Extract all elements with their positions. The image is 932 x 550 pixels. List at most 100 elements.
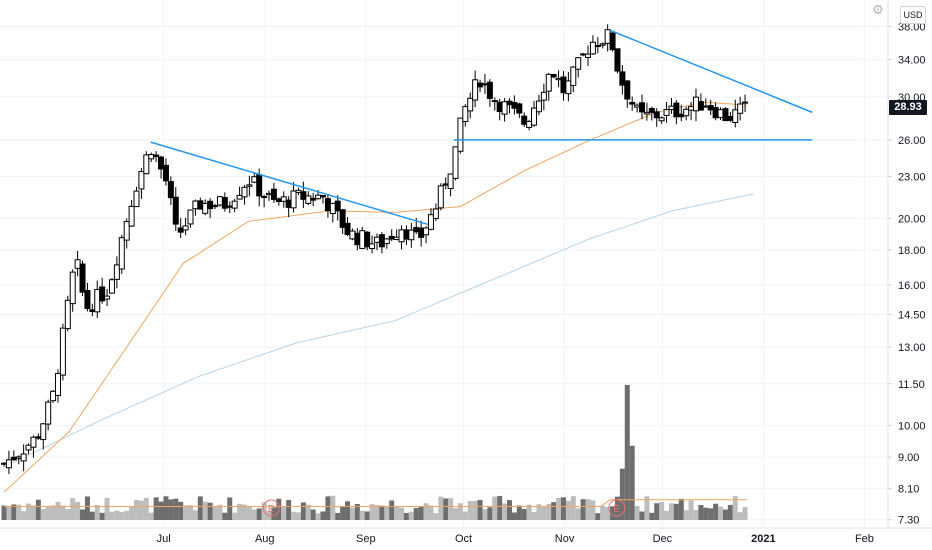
candle: [423, 227, 430, 236]
earnings-marker[interactable]: [608, 499, 626, 517]
volume-bar: [389, 500, 395, 520]
candle: [305, 195, 312, 204]
candle: [697, 101, 704, 111]
currency-badge[interactable]: USD: [900, 6, 926, 24]
volume-bar: [384, 505, 390, 520]
candle: [717, 109, 724, 118]
candle: [182, 225, 189, 231]
volume-bar: [546, 503, 552, 520]
price-tick-label: 23.00: [898, 171, 926, 183]
candle: [624, 80, 631, 100]
candle: [25, 444, 32, 451]
volume-bar: [300, 502, 306, 520]
price-axis[interactable]: 38.0034.0030.0026.0023.0020.0018.0016.00…: [888, 21, 926, 527]
candle: [393, 236, 400, 241]
volume-bar: [26, 503, 32, 520]
candle: [496, 101, 503, 113]
volume-bar: [565, 500, 571, 520]
candle: [531, 107, 538, 126]
volume-bar: [183, 505, 189, 520]
volume-bar: [256, 508, 262, 520]
candle: [290, 190, 297, 209]
volume-bar: [349, 507, 355, 520]
volume-bar: [727, 504, 733, 520]
candle: [221, 197, 228, 209]
volume-bar: [585, 499, 591, 520]
volume-bar: [364, 511, 370, 520]
volume-bar: [212, 505, 218, 520]
candle: [580, 53, 587, 56]
candle: [501, 101, 508, 115]
earnings-marker-label: E: [268, 504, 275, 515]
volume-bar: [173, 498, 179, 520]
candle: [658, 117, 665, 122]
candle: [74, 259, 81, 269]
trendline[interactable]: [150, 141, 428, 226]
candle: [565, 80, 572, 95]
candle: [295, 189, 302, 193]
volume-bar: [217, 504, 223, 520]
candle: [192, 200, 199, 210]
candle: [369, 243, 376, 249]
candle: [550, 74, 557, 78]
candle: [138, 171, 145, 190]
volume-bar: [502, 503, 508, 520]
candle: [447, 173, 454, 189]
volume-bar: [624, 385, 630, 520]
candle: [246, 184, 253, 187]
trendline[interactable]: [609, 29, 813, 114]
candle: [236, 194, 243, 200]
volume-bar: [251, 509, 257, 520]
volume-bar: [575, 508, 581, 520]
volume-bar: [99, 512, 105, 520]
candle: [477, 82, 484, 88]
volume-bar: [330, 495, 336, 520]
candle: [30, 436, 37, 448]
candle: [378, 234, 385, 248]
volume-bar: [305, 504, 311, 520]
candle: [69, 271, 76, 305]
candle: [648, 108, 655, 114]
candle: [570, 66, 577, 86]
candle: [45, 401, 52, 425]
candle: [727, 116, 734, 121]
candle: [364, 231, 371, 248]
volume-bar: [457, 503, 463, 520]
price-tick-label: 8.10: [898, 484, 919, 496]
volume-bar: [60, 505, 66, 520]
candle: [158, 156, 165, 170]
earnings-marker[interactable]: [262, 499, 280, 517]
candle: [108, 279, 115, 294]
candle: [177, 227, 184, 233]
candle: [540, 91, 547, 101]
chart-settings-icon[interactable]: ⚙: [872, 2, 884, 17]
time-tick-label: Jul: [157, 533, 171, 545]
time-axis[interactable]: Jul Aug Sep Oct Nov Dec 2021 Feb: [157, 533, 874, 545]
candle: [349, 230, 356, 240]
volume-bar: [428, 505, 434, 520]
candle: [94, 289, 101, 313]
candle: [737, 103, 744, 114]
volume-bar: [732, 496, 738, 520]
candle: [172, 196, 179, 225]
candle: [226, 205, 233, 208]
volume-bar: [560, 497, 566, 520]
volume-bar: [556, 497, 562, 520]
candle: [266, 192, 273, 196]
volume-bar: [722, 509, 728, 520]
volume-bar: [673, 503, 679, 520]
trendlines[interactable]: [150, 29, 813, 226]
candle: [663, 109, 670, 116]
candle: [133, 190, 140, 208]
volume-bar: [477, 499, 483, 520]
candle: [560, 76, 567, 94]
candle: [143, 154, 150, 175]
candle: [285, 199, 292, 208]
volume-bar: [703, 507, 709, 520]
candle: [261, 196, 268, 199]
candle: [634, 104, 641, 108]
volume-bar: [138, 500, 144, 520]
candle: [413, 226, 420, 233]
